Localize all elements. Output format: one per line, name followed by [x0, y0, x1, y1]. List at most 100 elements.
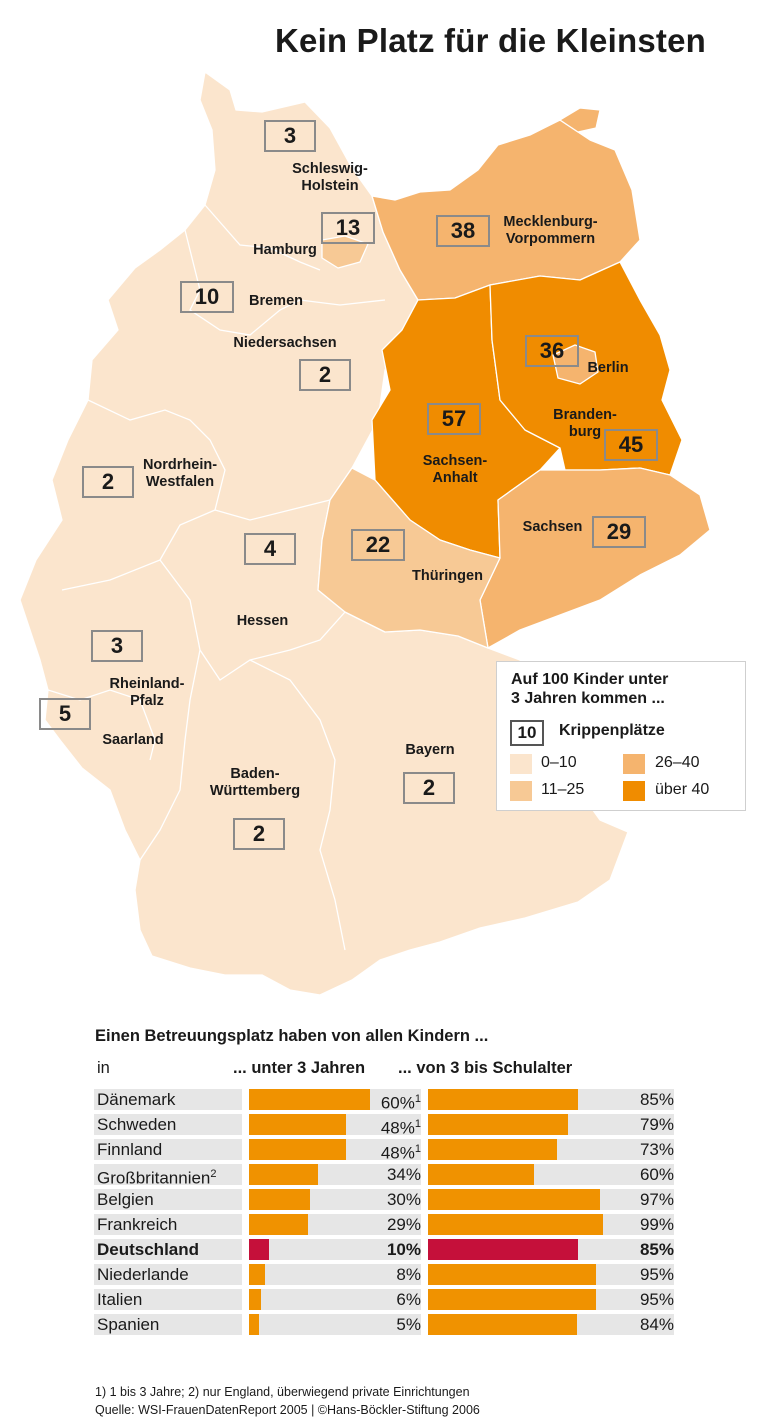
state-label: Thüringen	[412, 568, 483, 584]
state-value-box: 45	[604, 429, 658, 461]
column-gap	[421, 1289, 428, 1310]
legend-range-label: über 40	[655, 781, 710, 798]
bar-under3	[249, 1089, 370, 1110]
country-label: Frankreich	[97, 1215, 178, 1234]
column-gap	[421, 1139, 428, 1160]
state-value-box: 2	[299, 359, 351, 391]
bar-under3	[249, 1139, 346, 1160]
value-3-to-school: 79%	[639, 1115, 674, 1134]
bar-3-to-school	[428, 1189, 600, 1210]
footnote-marker: 2	[210, 1168, 217, 1180]
country-label: Finnland	[97, 1140, 163, 1159]
state-label: Bayern	[405, 742, 455, 758]
value-under3: 8%	[396, 1265, 421, 1284]
column-gap	[421, 1164, 428, 1185]
region-thueringen	[317, 467, 501, 649]
state-value-box: 36	[525, 335, 579, 367]
column-gap	[242, 1114, 249, 1135]
legend-title: Auf 100 Kinder unter 3 Jahren kommen ...	[511, 671, 669, 707]
value-under3: 60%1	[380, 1093, 421, 1113]
germany-map	[19, 71, 711, 996]
bar-under3	[249, 1264, 265, 1285]
value-under3: 6%	[396, 1290, 421, 1309]
bar-under3	[249, 1239, 269, 1260]
region-sachsen	[479, 467, 711, 649]
state-label: Sachsen	[522, 519, 583, 535]
value-3-to-school: 60%	[639, 1165, 674, 1184]
page-title: Kein Platz für die Kleinsten	[274, 22, 706, 59]
country-label: Spanien	[97, 1315, 160, 1334]
footnote-marker: 1	[414, 1143, 421, 1155]
value-3-to-school: 95%	[639, 1265, 674, 1284]
column-gap	[421, 1239, 428, 1260]
country-label: Niederlande	[97, 1265, 189, 1284]
column-gap	[242, 1214, 249, 1235]
legend-range-label: 26–40	[655, 754, 700, 771]
state-value-box: 2	[82, 466, 134, 498]
state-label: Hessen	[236, 613, 289, 629]
column-gap	[242, 1164, 249, 1185]
state-label: Niedersachsen	[233, 335, 337, 351]
value-3-to-school: 84%	[639, 1315, 674, 1334]
state-value-box: 2	[233, 818, 285, 850]
country-label: Dänemark	[97, 1090, 176, 1109]
column-gap	[421, 1114, 428, 1135]
region-hamburg	[321, 235, 369, 269]
state-label: Branden- burg	[553, 407, 617, 440]
legend-box-label: Krippenplätze	[559, 722, 665, 739]
bar-under3	[249, 1114, 346, 1135]
column-gap	[242, 1189, 249, 1210]
value-3-to-school: 73%	[639, 1140, 674, 1159]
source-note: Quelle: WSI-FrauenDatenReport 2005 | ©Ha…	[95, 1403, 480, 1417]
state-label: Hamburg	[253, 242, 317, 258]
state-value-box: 2	[403, 772, 455, 804]
value-under3: 5%	[396, 1315, 421, 1334]
state-label: Sachsen- Anhalt	[422, 453, 488, 486]
column-header-under3: ... unter 3 Jahren	[233, 1059, 366, 1077]
bar-3-to-school	[428, 1114, 568, 1135]
bar-3-to-school	[428, 1314, 577, 1335]
value-3-to-school: 85%	[639, 1090, 674, 1109]
column-gap	[421, 1264, 428, 1285]
state-label: Mecklenburg- Vorpommern	[503, 214, 598, 247]
state-value-box: 38	[436, 215, 490, 247]
value-under3: 34%	[386, 1165, 421, 1184]
bar-3-to-school	[428, 1089, 578, 1110]
legend-box-sample: 10	[510, 720, 544, 746]
value-3-to-school: 85%	[639, 1240, 674, 1259]
footnote-marker: 1	[414, 1093, 421, 1105]
bar-3-to-school	[428, 1214, 603, 1235]
column-gap	[242, 1089, 249, 1110]
column-gap	[421, 1214, 428, 1235]
value-under3: 48%1	[380, 1143, 421, 1163]
footnote: 1) 1 bis 3 Jahre; 2) nur England, überwi…	[95, 1385, 470, 1399]
country-label: Großbritannien2	[97, 1168, 217, 1188]
legend-swatch-over-40	[623, 781, 645, 801]
state-value-box: 10	[180, 281, 234, 313]
state-value-box: 57	[427, 403, 481, 435]
column-gap	[421, 1089, 428, 1110]
column-gap	[242, 1314, 249, 1335]
legend-swatch-26-40	[623, 754, 645, 774]
legend-range-label: 11–25	[541, 781, 585, 798]
bar-3-to-school	[428, 1239, 578, 1260]
state-label: Rheinland- Pfalz	[109, 676, 185, 709]
country-label: Italien	[97, 1290, 143, 1309]
bar-3-to-school	[428, 1139, 557, 1160]
bar-under3	[249, 1189, 310, 1210]
bar-under3	[249, 1314, 259, 1335]
state-value-box: 3	[264, 120, 316, 152]
bar-under3	[249, 1164, 318, 1185]
state-label: Berlin	[587, 360, 629, 376]
state-label: Saarland	[102, 732, 164, 748]
legend-swatch-11-25	[510, 781, 532, 801]
value-under3: 10%	[386, 1240, 421, 1259]
state-value-box: 3	[91, 630, 143, 662]
footnote-marker: 1	[414, 1118, 421, 1130]
value-3-to-school: 95%	[639, 1290, 674, 1309]
column-gap	[242, 1139, 249, 1160]
bar-3-to-school	[428, 1264, 596, 1285]
country-label: Deutschland	[97, 1240, 200, 1259]
state-label: Nordrhein- Westfalen	[142, 457, 218, 490]
column-gap	[242, 1239, 249, 1260]
